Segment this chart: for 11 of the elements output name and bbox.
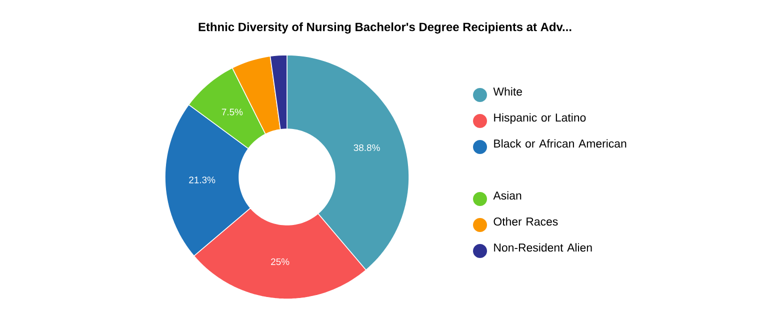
legend-label: White — [493, 87, 522, 96]
data-label: 38.8% — [354, 144, 380, 152]
data-label: 7.5% — [222, 108, 243, 116]
chart-title: Ethnic Diversity of Nursing Bachelor's Degree Recipients at Adv... — [198, 22, 572, 34]
legend-label: Asian — [493, 191, 522, 200]
data-label: 25% — [271, 258, 290, 266]
legend-label: Hispanic or Latino — [494, 113, 586, 124]
legend-label: Non-Resident Alien — [494, 243, 592, 252]
legend-label: Other Races — [494, 217, 558, 226]
data-label: 21.3% — [189, 176, 216, 184]
legend-label: Black or African American — [494, 139, 626, 148]
